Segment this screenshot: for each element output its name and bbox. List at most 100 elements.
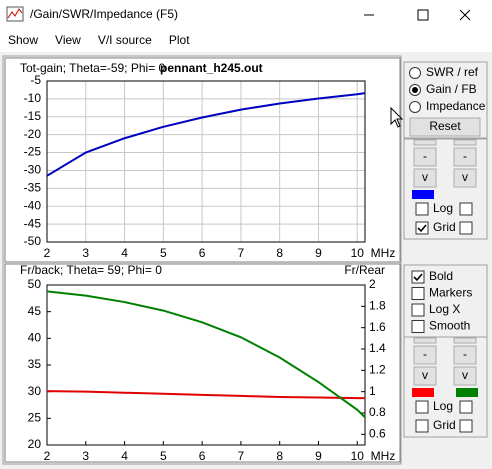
- radio-label: Gain / FB: [426, 82, 477, 96]
- window-title: /Gain/SWR/Impedance (F5): [30, 7, 178, 21]
- radio[interactable]: [409, 101, 421, 113]
- y2-tick-label: 0.8: [369, 405, 386, 419]
- checkbox-label: Markers: [429, 286, 472, 300]
- title-bar: [0, 0, 492, 30]
- button[interactable]: [413, 139, 437, 146]
- y-tick-label: -35: [24, 181, 42, 195]
- y-tick-label: -50: [24, 234, 42, 248]
- checkbox[interactable]: [411, 270, 425, 284]
- x-tick-label: 10: [351, 449, 365, 463]
- close-button[interactable]: [459, 9, 471, 21]
- checkbox[interactable]: [415, 400, 429, 414]
- checkbox-label: Log: [433, 399, 453, 413]
- maximize-button[interactable]: [417, 9, 429, 21]
- checkbox-label: Grid: [433, 220, 456, 234]
- reset-label: Reset: [429, 119, 461, 133]
- y2-tick-label: 2: [369, 277, 376, 291]
- button[interactable]: [453, 345, 477, 365]
- button[interactable]: [453, 147, 477, 167]
- series-line: [46, 290, 366, 418]
- y2-tick-label: 1.4: [369, 341, 386, 355]
- chart-title: Fr/back; Theta= 59; Phi= 0: [20, 263, 162, 277]
- checkbox[interactable]: [459, 419, 473, 433]
- x-tick-label: 6: [199, 246, 206, 260]
- x-axis-label: MHz: [371, 449, 396, 463]
- y-tick-label: -45: [24, 216, 42, 230]
- y-tick-label: 45: [28, 304, 42, 318]
- y-tick-label: 20: [28, 437, 42, 451]
- y-tick-label: -40: [24, 198, 42, 212]
- button[interactable]: [413, 168, 437, 188]
- y-tick-label: 35: [28, 357, 42, 371]
- button[interactable]: [413, 337, 437, 344]
- menu-item[interactable]: Show: [8, 33, 38, 47]
- radio-label: SWR / ref: [426, 65, 479, 79]
- x-tick-label: 8: [276, 246, 283, 260]
- y-tick-label: -5: [30, 73, 41, 87]
- button[interactable]: [453, 139, 477, 146]
- x-tick-label: 3: [82, 449, 89, 463]
- cursor: [390, 106, 404, 128]
- menu-item[interactable]: View: [55, 33, 81, 47]
- button-label: v: [462, 170, 468, 184]
- checkbox[interactable]: [411, 303, 425, 317]
- x-tick-label: 9: [315, 449, 322, 463]
- y2-tick-label: 1.2: [369, 363, 386, 377]
- chart-title: Tot-gain; Theta=-59; Phi= 0: [20, 61, 166, 75]
- button-label: v: [462, 368, 468, 382]
- app-icon: [6, 6, 24, 22]
- radio[interactable]: [409, 67, 421, 79]
- button-label: v: [422, 368, 428, 382]
- button-label: -: [463, 347, 467, 361]
- button[interactable]: [413, 366, 437, 386]
- y2-tick-label: 1: [369, 384, 376, 398]
- y-tick-label: 40: [28, 331, 42, 345]
- y2-tick-label: 0.6: [369, 427, 386, 441]
- bottom-chart-panel: [4, 263, 401, 463]
- check-mark: [413, 273, 423, 282]
- color-swatch[interactable]: [456, 388, 478, 397]
- y-tick-label: 25: [28, 411, 42, 425]
- x-tick-label: 3: [82, 246, 89, 260]
- checkbox[interactable]: [415, 221, 429, 235]
- checkbox[interactable]: [415, 202, 429, 216]
- button[interactable]: [413, 345, 437, 365]
- checkbox-label: Grid: [433, 418, 456, 432]
- x-tick-label: 7: [238, 449, 245, 463]
- radio-dot: [412, 87, 418, 93]
- y2-tick-label: 1.8: [369, 299, 386, 313]
- checkbox[interactable]: [459, 221, 473, 235]
- checkbox[interactable]: [415, 419, 429, 433]
- x-tick-label: 4: [121, 246, 128, 260]
- check-mark: [417, 224, 427, 233]
- chart-subtitle: pennant_h245.out: [160, 61, 263, 75]
- color-swatch[interactable]: [412, 388, 434, 397]
- plot-frame: [46, 284, 366, 446]
- button[interactable]: [453, 168, 477, 188]
- button[interactable]: [413, 147, 437, 167]
- checkbox[interactable]: [459, 202, 473, 216]
- menu-bar: [0, 30, 492, 52]
- x-tick-label: 5: [160, 449, 167, 463]
- button[interactable]: [453, 366, 477, 386]
- reset-button[interactable]: [409, 117, 481, 137]
- button[interactable]: [453, 337, 477, 344]
- y-tick-label: -25: [24, 145, 42, 159]
- menu-item[interactable]: Plot: [169, 33, 190, 47]
- x-tick-label: 9: [315, 246, 322, 260]
- x-axis-label: MHz: [371, 246, 396, 260]
- button-label: -: [423, 149, 427, 163]
- checkbox-label: Log: [433, 201, 453, 215]
- checkbox-label: Bold: [429, 269, 453, 283]
- x-tick-label: 7: [238, 246, 245, 260]
- checkbox-label: Log X: [429, 302, 460, 316]
- checkbox[interactable]: [411, 287, 425, 300]
- x-tick-label: 2: [44, 246, 51, 260]
- checkbox[interactable]: [411, 320, 425, 333]
- x-tick-label: 2: [44, 449, 51, 463]
- y-tick-label: -15: [24, 109, 42, 123]
- color-swatch[interactable]: [412, 190, 434, 199]
- checkbox[interactable]: [459, 400, 473, 414]
- menu-item[interactable]: V/I source: [98, 33, 152, 47]
